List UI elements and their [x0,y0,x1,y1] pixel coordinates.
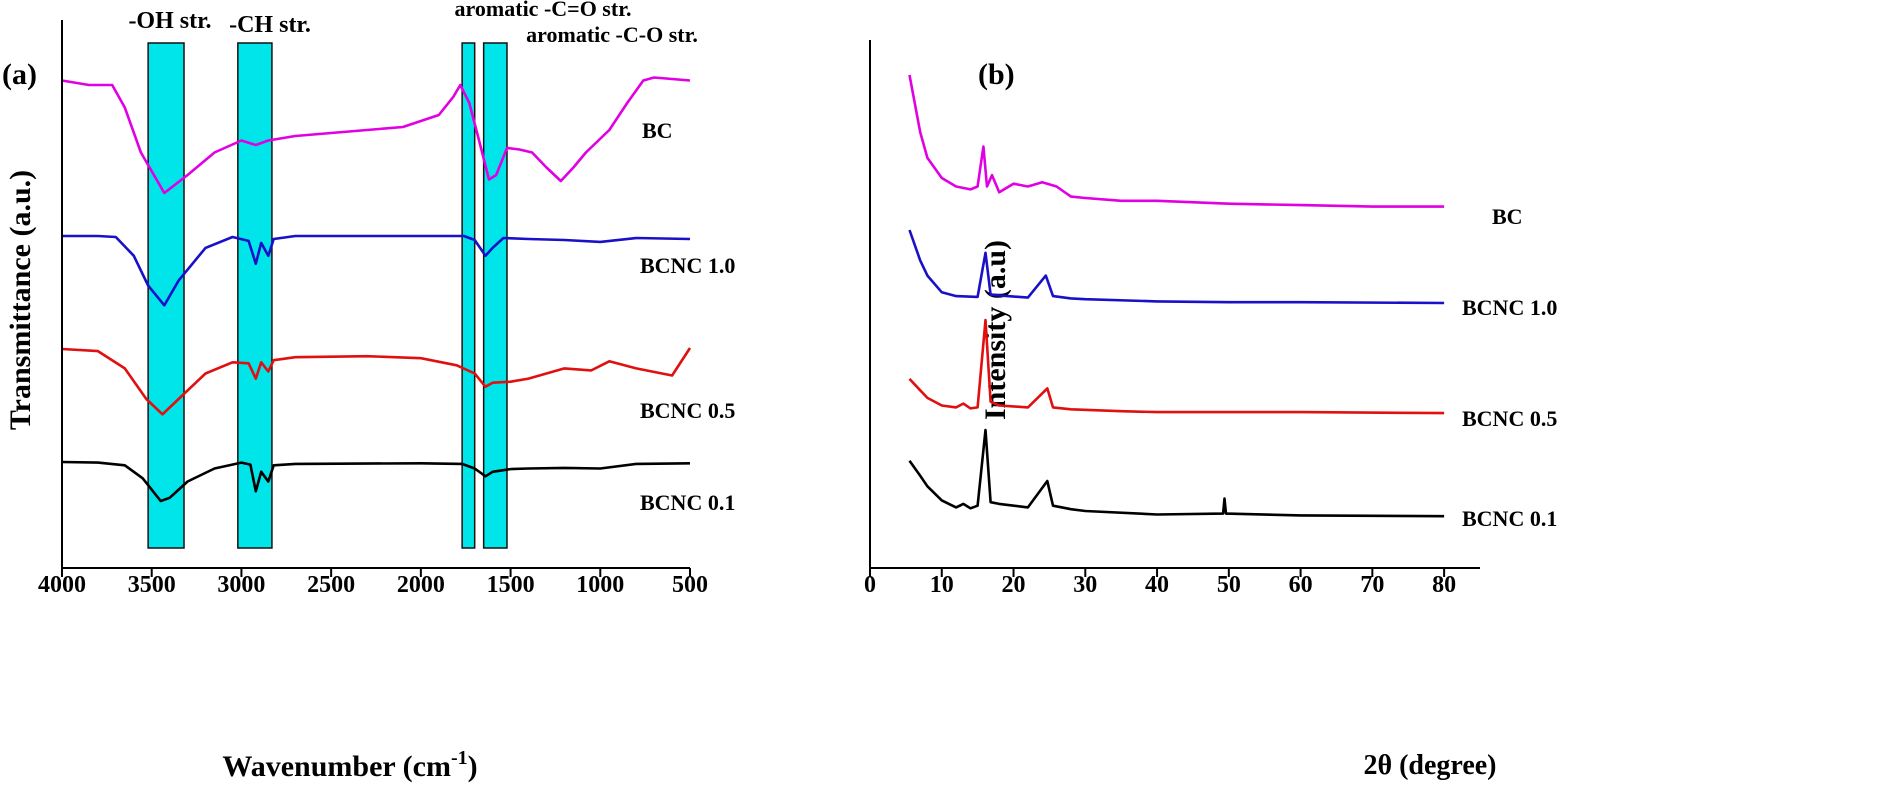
panel-a-tick-label-3000: 3000 [217,572,265,598]
panel-a-series [61,76,692,503]
panel-b-tick-label-60: 60 [1289,572,1313,598]
series-a-label-bcnc-0-5: BCNC 0.5 [640,398,735,423]
panel-a-series-labels: BC BCNC 1.0 BCNC 0.5 BCNC 0.1 [640,118,735,515]
panel-a-xlabel-sup: -1 [451,747,468,769]
panel-b-tick-label-20: 20 [1002,572,1026,598]
panel-b-tick-label-10: 10 [930,572,954,598]
band-label-aromatic-c-o-str: aromatic -C=O str. [455,0,632,21]
series-a-label-bcnc-0-1: BCNC 0.1 [640,490,735,515]
panel-b-axes: 0 10 20 30 40 50 60 70 80 [864,40,1480,598]
series-a-label-bcnc-1-0: BCNC 1.0 [640,253,735,278]
panel-a-label: (a) [2,58,37,91]
panel-b-series-labels: BC BCNC 1.0 BCNC 0.5 BCNC 0.1 [1462,204,1557,531]
series-a-bcnc-0-5 [61,347,692,416]
band-label-aromatic-c-o-str: aromatic -C-O str. [526,22,698,47]
panel-b-tick-label-30: 30 [1073,572,1097,598]
panel-a-bands [147,42,508,549]
band-label-ch-str: -CH str. [229,12,311,38]
series-a-bcnc-1-0 [62,234,691,307]
series-b-label-bcnc-0-1: BCNC 0.1 [1462,506,1557,531]
panel-a-tick-label-1000: 1000 [576,572,624,598]
series-b-label-bcnc-1-0: BCNC 1.0 [1462,295,1557,320]
panel-a: (a) Transmittance (a.u.) Wavenumber (cm-… [2,0,735,783]
panel-a-tick-label-3500: 3500 [128,572,176,598]
band-label-oh-str: -OH str. [128,8,211,34]
panel-b-tick-label-70: 70 [1360,572,1384,598]
panel-a-band-labels: -OH str. -CH str. aromatic -C=O str.aromat… [128,0,697,47]
panel-a-tick-label-1500: 1500 [487,572,535,598]
panel-a-tick-label-500: 500 [672,572,708,598]
panel-a-xlabel-close: ) [468,750,478,783]
band-oh-str [147,42,185,549]
panel-a-xlabel: Wavenumber (cm-1) [222,747,477,783]
panel-b-tick-label-50: 50 [1217,572,1241,598]
series-b-bcnc-0-5 [908,318,1445,415]
panel-b-tick-label-80: 80 [1432,572,1456,598]
panel-a-axes: 4000 3500 3000 2500 2000 1500 1000 500 [38,20,708,598]
panel-b-series [908,74,1445,518]
panel-a-tick-label-4000: 4000 [38,572,86,598]
series-b-bc [908,74,1445,208]
panel-a-xlabel-main: Wavenumber (cm [222,750,451,783]
series-b-label-bc: BC [1492,204,1523,229]
panel-a-tick-label-2000: 2000 [397,572,445,598]
band-aromatic-c-o-str [482,42,508,549]
panel-b: (b) Intensity (a.u) 2θ (degree) 0 10 20 30 4… [864,40,1557,781]
series-a-bcnc-0-1 [61,460,691,503]
series-a-bc [61,76,691,195]
panel-b-xlabel: 2θ (degree) [1363,750,1496,781]
band-ch-str [237,42,273,549]
series-a-label-bc: BC [642,118,673,143]
panel-b-tick-label-0: 0 [864,572,876,598]
panel-a-tick-label-2500: 2500 [307,572,355,598]
panel-b-tick-label-40: 40 [1145,572,1169,598]
band-aromatic-c-o-str [461,42,476,549]
series-b-bcnc-0-1 [908,428,1445,518]
series-b-bcnc-1-0 [908,229,1445,305]
series-b-label-bcnc-0-5: BCNC 0.5 [1462,406,1557,431]
panel-b-label: (b) [978,58,1015,91]
panel-a-ylabel: Transmittance (a.u.) [4,170,37,430]
